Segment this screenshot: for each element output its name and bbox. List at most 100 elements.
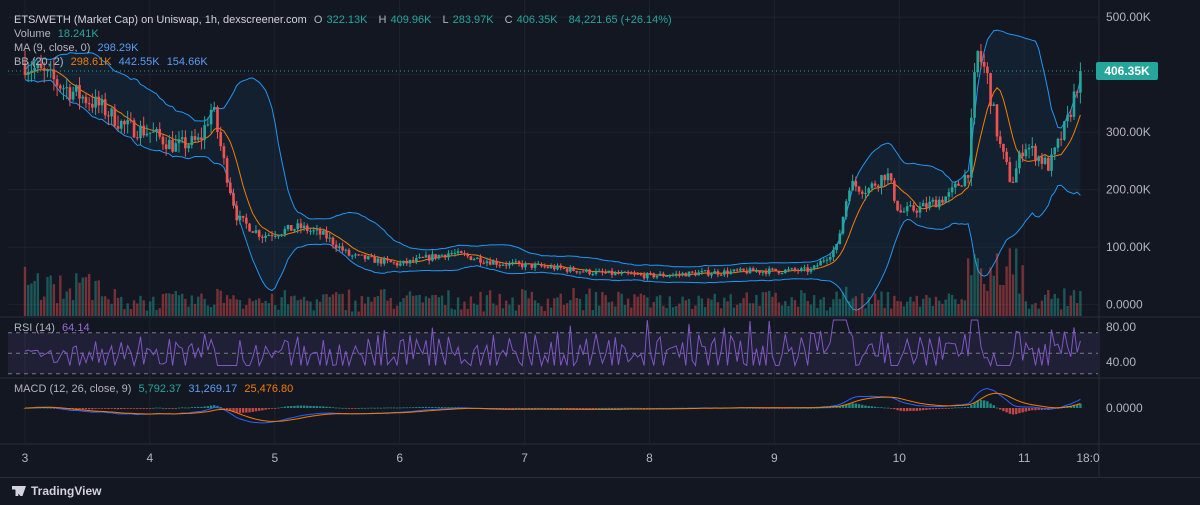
volume-bar (379, 289, 383, 316)
candle-body (575, 270, 579, 273)
volume-bar (893, 295, 896, 316)
macd-hist-bar (508, 408, 511, 409)
volume-bar (168, 293, 171, 316)
volume-bar (1075, 302, 1079, 316)
volume-bar (219, 290, 222, 316)
volume-bar (177, 295, 181, 316)
candle-body (222, 146, 226, 159)
volume-bar (812, 295, 816, 316)
legend-ma[interactable]: MA (9, close, 0) 298.29K (14, 42, 139, 54)
candle-body (783, 269, 787, 274)
macd-hist-bar (341, 407, 344, 409)
candle-body (1037, 156, 1041, 162)
macd-hist-bar (245, 408, 248, 413)
volume-bar (123, 309, 126, 316)
candle-body (389, 260, 393, 263)
volume-bar (1043, 294, 1047, 316)
macd-hist-bar (905, 408, 909, 412)
candle-body (639, 274, 643, 276)
legend-bb[interactable]: BB (20, 2) 298.61K 442.55K 154.66K (14, 56, 208, 68)
volume-bar (405, 295, 408, 316)
macd-hist-bar (431, 406, 434, 408)
volume-bar (65, 291, 68, 316)
candle-body (113, 108, 117, 127)
candle-body (687, 271, 691, 277)
volume-bar (476, 304, 479, 316)
volume-bar (873, 293, 877, 316)
macd-hist-bar (1034, 408, 1037, 411)
macd-hist-bar (283, 406, 287, 408)
macd-hist-bar (934, 408, 938, 410)
candle-body (245, 217, 248, 224)
macd-hist-bar (52, 408, 56, 409)
candle-body (950, 187, 954, 193)
volume-bar (851, 298, 854, 316)
legend-macd[interactable]: MACD (12, 26, close, 9) 5,792.37 31,269.… (14, 383, 294, 395)
pair-title[interactable]: ETS/WETH (Market Cap) on Uniswap, 1h, de… (14, 14, 307, 26)
macd-hist-bar (1040, 408, 1044, 411)
volume-bar (729, 294, 732, 316)
macd-hist-bar (976, 400, 979, 408)
volume-bar (562, 304, 566, 316)
macd-hist-bar (511, 408, 514, 409)
candle-body (963, 175, 967, 186)
volume-bar (796, 306, 800, 316)
macd-hist-bar (103, 408, 107, 409)
ohlc-high: H 409.96K (378, 14, 432, 26)
candle-body (62, 88, 65, 90)
candle-body (1056, 138, 1060, 148)
volume-bar (543, 311, 546, 316)
volume-bar (206, 305, 210, 316)
volume-bar (899, 301, 902, 316)
tradingview-logo[interactable]: TradingView (12, 484, 101, 498)
volume-bar (1053, 293, 1056, 316)
macd-hist-bar (347, 408, 351, 409)
legend-volume[interactable]: Volume 18.241K (14, 28, 99, 40)
macd-hist-bar (200, 406, 203, 408)
volume-bar (434, 294, 437, 316)
candle-body (729, 271, 733, 275)
candle-body (424, 255, 428, 258)
candle-body (816, 265, 819, 267)
macd-hist-bar (322, 406, 325, 408)
candle-body (94, 96, 97, 108)
volume-bar (280, 297, 283, 316)
candle-body (578, 271, 582, 273)
candle-body (658, 273, 662, 276)
candle-body (405, 260, 409, 264)
volume-bar (360, 296, 364, 316)
candle-body (966, 175, 970, 178)
candle-body (241, 215, 245, 218)
candle-body (434, 254, 437, 259)
macd-hist-bar (408, 407, 412, 409)
candle-body (97, 96, 101, 106)
macd-hist-bar (812, 407, 816, 409)
candle-body (970, 117, 973, 178)
candle-body (992, 104, 996, 107)
volume-bar (527, 298, 530, 316)
candle-body (559, 265, 563, 268)
candle-body (652, 273, 656, 278)
candle-body (1059, 138, 1063, 140)
candle-body (607, 270, 611, 273)
volume-bar (800, 290, 803, 316)
candle-body (84, 96, 88, 104)
volume-bar (658, 295, 662, 316)
macd-hist-bar (864, 405, 867, 408)
candle-body (912, 205, 915, 211)
volume-bar (857, 308, 861, 316)
macd-hist-bar (784, 408, 787, 409)
volume-bar (751, 303, 755, 316)
volume-bar (498, 293, 501, 316)
candle-body (973, 72, 976, 118)
macd-hist-bar (588, 408, 591, 409)
volume-bar (270, 293, 274, 316)
legend-main: ETS/WETH (Market Cap) on Uniswap, 1h, de… (14, 14, 676, 27)
volume-bar (549, 307, 553, 316)
legend-rsi[interactable]: RSI (14) 64.14 (14, 322, 90, 334)
macd-hist-bar (190, 407, 194, 408)
macd-hist-bar (957, 407, 960, 409)
volume-bar (732, 307, 736, 316)
volume-bar (1079, 290, 1082, 316)
